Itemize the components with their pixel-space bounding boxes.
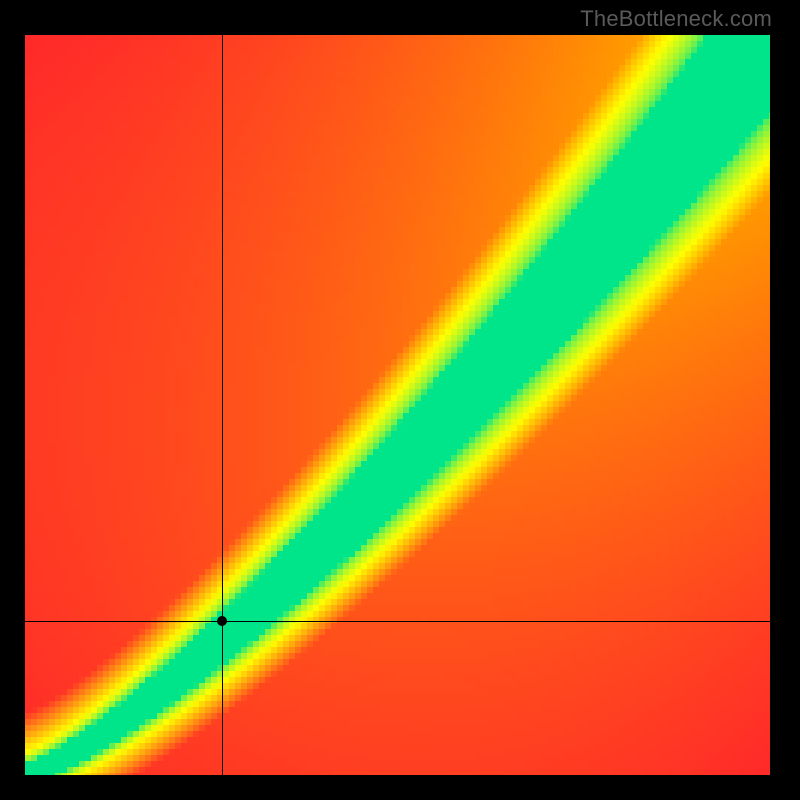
watermark-text: TheBottleneck.com bbox=[580, 6, 772, 32]
heatmap-plot bbox=[25, 35, 770, 775]
heatmap-canvas bbox=[25, 35, 770, 775]
crosshair-vertical bbox=[222, 35, 223, 775]
crosshair-horizontal bbox=[25, 621, 770, 622]
crosshair-marker bbox=[217, 616, 227, 626]
